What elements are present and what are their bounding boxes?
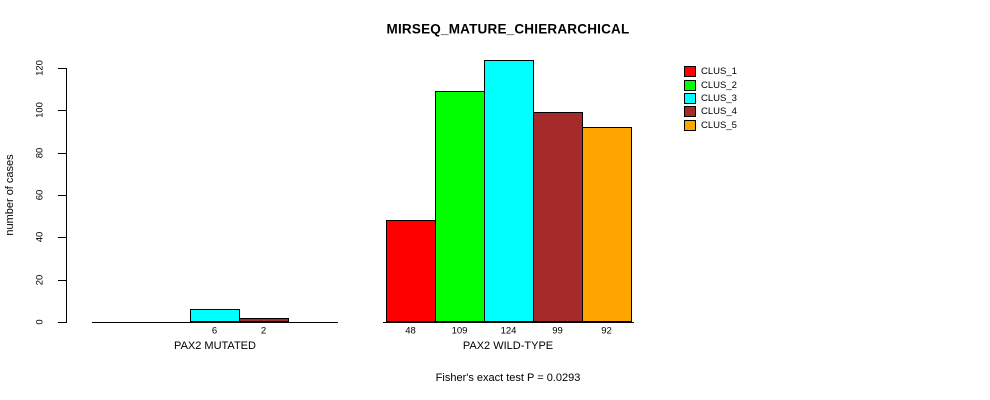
bar-clus_1	[386, 220, 436, 322]
x-axis-baseline	[383, 322, 634, 323]
legend-swatch-clus_5	[684, 119, 696, 131]
legend-swatch-clus_1	[684, 66, 696, 78]
legend: CLUS_1 CLUS_2 CLUS_3 CLUS_4 CLUS_5	[684, 65, 737, 132]
y-axis-label: number of cases	[4, 154, 16, 236]
legend-row-clus_1: CLUS_1	[684, 65, 737, 78]
bar-clus_2	[435, 91, 485, 322]
y-tick	[58, 68, 66, 69]
legend-label: CLUS_1	[701, 66, 737, 78]
legend-row-clus_4: CLUS_4	[684, 105, 737, 118]
group-label: PAX2 MUTATED	[174, 340, 256, 352]
legend-swatch-clus_4	[684, 106, 696, 118]
legend-row-clus_5: CLUS_5	[684, 119, 737, 132]
y-tick-label: 20	[34, 274, 46, 286]
y-tick-label: 0	[34, 319, 46, 325]
y-tick	[58, 153, 66, 154]
y-tick	[58, 110, 66, 111]
bar-value-label: 99	[552, 325, 563, 337]
bar-value-label: 124	[500, 325, 517, 337]
legend-label: CLUS_5	[701, 119, 737, 131]
y-tick	[58, 195, 66, 196]
bar-clus_5	[582, 127, 632, 322]
y-tick	[58, 237, 66, 238]
bar-value-label: 6	[211, 325, 218, 337]
y-tick-label: 40	[34, 231, 46, 243]
y-tick	[58, 280, 66, 281]
y-tick-label: 80	[34, 147, 46, 159]
bar-clus_4	[239, 318, 289, 322]
bar-value-label: 48	[405, 325, 416, 337]
legend-row-clus_2: CLUS_2	[684, 78, 737, 91]
legend-label: CLUS_4	[701, 106, 737, 118]
bar-clus_4	[533, 112, 583, 322]
y-tick-label: 60	[34, 189, 46, 201]
legend-swatch-clus_2	[684, 79, 696, 91]
legend-row-clus_3: CLUS_3	[684, 92, 737, 105]
group-label: PAX2 WILD-TYPE	[462, 340, 554, 352]
bar-clus_3	[190, 309, 240, 322]
chart-title: MIRSEQ_MATURE_CHIERARCHICAL	[386, 21, 630, 37]
bar-clus_3	[484, 60, 534, 322]
x-axis-baseline	[92, 322, 338, 323]
legend-label: CLUS_2	[701, 79, 737, 91]
bar-value-label: 2	[260, 325, 267, 337]
fisher-test-annotation: Fisher's exact test P = 0.0293	[435, 372, 581, 384]
legend-label: CLUS_3	[701, 92, 737, 104]
bar-value-label: 109	[451, 325, 468, 337]
legend-swatch-clus_3	[684, 92, 696, 104]
y-axis-line	[66, 68, 67, 323]
bar-value-label: 92	[601, 325, 612, 337]
y-tick-label: 120	[34, 60, 46, 76]
y-tick	[58, 322, 66, 323]
y-tick-label: 100	[34, 102, 46, 118]
